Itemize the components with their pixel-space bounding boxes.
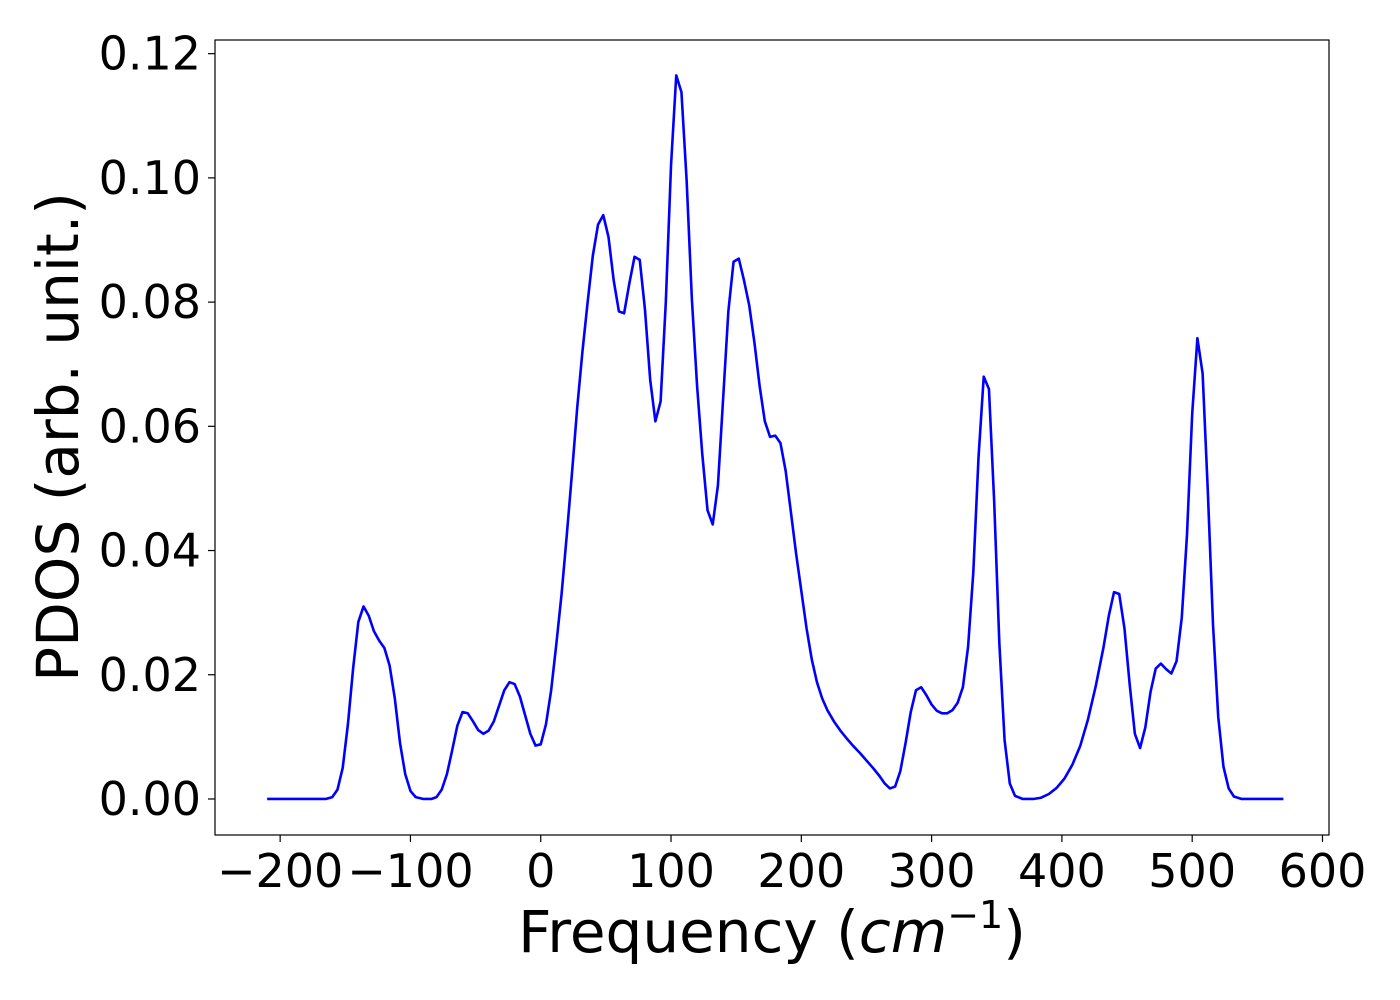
x-tick-label: 500	[1148, 844, 1236, 898]
x-tick-label: 300	[888, 844, 976, 898]
x-tick-label: 400	[1018, 844, 1106, 898]
x-axis-unit-exponent: −1	[947, 893, 1003, 937]
x-axis-ticks: −200 −100 0 100 200 300 400 500 600	[217, 835, 1366, 898]
plot-area-frame	[214, 39, 1330, 836]
y-tick-label: 0.04	[99, 524, 201, 578]
y-tick-label: 0.08	[99, 275, 201, 329]
x-tick-label: −100	[347, 844, 473, 898]
y-tick-label: 0.12	[99, 27, 201, 81]
x-tick-label: 600	[1279, 844, 1367, 898]
x-tick-label: 100	[627, 844, 715, 898]
pdos-series-line	[267, 74, 1284, 801]
x-axis-unit-close-paren: )	[1003, 898, 1026, 966]
x-tick-label: 0	[526, 844, 555, 898]
y-tick-label: 0.10	[99, 151, 201, 205]
x-axis-unit-open-paren: (	[818, 898, 859, 966]
x-axis-label-text: Frequency	[518, 898, 818, 966]
x-tick-label: 200	[757, 844, 845, 898]
x-tick-label: −200	[217, 844, 343, 898]
x-axis-unit-base: cm	[859, 898, 947, 966]
y-tick-label: 0.02	[99, 648, 201, 702]
x-axis-title: Frequency (cm−1)	[518, 893, 1026, 966]
y-tick-label: 0.00	[99, 772, 201, 826]
y-axis-title: PDOS (arb. unit.)	[24, 192, 92, 682]
y-axis-ticks: 0.00 0.02 0.04 0.06 0.08 0.10 0.12	[99, 27, 215, 826]
y-tick-label: 0.06	[99, 399, 201, 453]
